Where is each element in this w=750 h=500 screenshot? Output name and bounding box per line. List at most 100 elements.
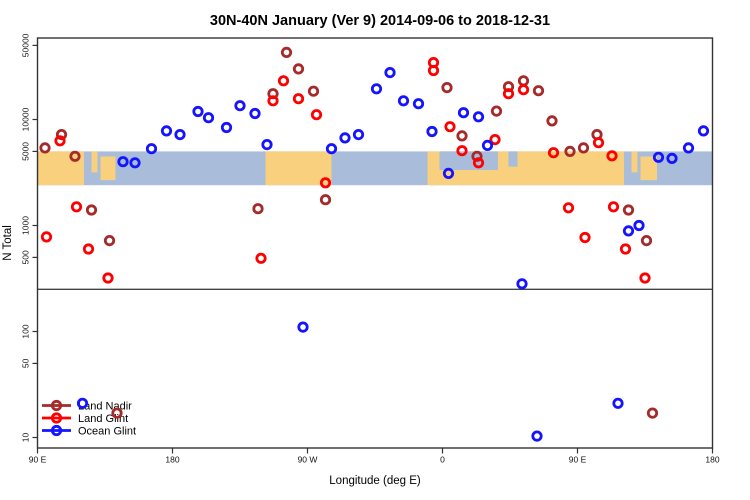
- data-point-ocean-glint: [531, 430, 543, 442]
- data-point-land-nadir: [564, 145, 576, 157]
- chart-title: 30N-40N January (Ver 9) 2014-09-06 to 20…: [210, 13, 550, 29]
- data-point-land-glint: [489, 134, 501, 146]
- y-tick-label: 5000: [21, 142, 31, 161]
- data-point-land-glint: [579, 231, 591, 244]
- data-point-land-glint: [472, 157, 485, 169]
- data-point-ocean-glint: [117, 156, 129, 168]
- map-band-land: [640, 156, 657, 181]
- data-point-ocean-glint: [426, 125, 438, 138]
- data-point-land-nadir: [646, 407, 659, 419]
- data-point-land-glint: [292, 93, 305, 105]
- data-point-land-nadir: [39, 142, 51, 154]
- data-point-land-nadir: [69, 150, 81, 162]
- x-tick-label: 90 W: [298, 455, 318, 465]
- data-point-land-glint: [562, 202, 575, 214]
- data-point-ocean-glint: [249, 107, 261, 120]
- y-tick-label: 500: [21, 250, 31, 264]
- data-point-ocean-glint: [370, 83, 383, 95]
- data-point-ocean-glint: [192, 105, 204, 118]
- data-point-land-glint: [517, 84, 530, 96]
- axis-ticks: 90 E 180 90 W 0 90 E 180 10 50 100 500 1000 5000 100…: [21, 33, 720, 464]
- data-point-ocean-glint: [76, 397, 89, 409]
- data-point-land-nadir: [622, 204, 635, 216]
- data-point-ocean-glint: [472, 111, 485, 123]
- data-point-land-nadir: [252, 203, 264, 215]
- data-point-ocean-glint: [633, 219, 645, 232]
- map-band-land: [100, 156, 116, 181]
- y-tick-label: 10000: [21, 107, 31, 131]
- data-point-land-glint: [444, 121, 456, 133]
- data-point-ocean-glint: [220, 121, 233, 134]
- map-band-land: [91, 151, 98, 173]
- data-point-ocean-glint: [516, 278, 528, 290]
- data-point-ocean-glint: [412, 98, 425, 110]
- data-point-land-nadir: [577, 142, 590, 154]
- data-point-land-glint: [547, 147, 560, 159]
- legend-entry-land-glint: Land Glint: [42, 412, 128, 425]
- map-band-sea-patch: [508, 151, 518, 167]
- legend-entry-ocean-glint: Ocean Glint: [42, 424, 136, 438]
- data-point-land-nadir: [456, 130, 468, 142]
- data-point-land-glint: [82, 243, 95, 255]
- data-point-ocean-glint: [397, 95, 410, 107]
- data-point-land-glint: [255, 252, 267, 264]
- data-point-land-glint: [277, 75, 290, 87]
- data-point-ocean-glint: [202, 112, 215, 124]
- data-point-land-glint: [502, 88, 515, 100]
- data-point-ocean-glint: [145, 143, 158, 155]
- data-point-land-nadir: [532, 85, 545, 97]
- x-tick-label: 0: [440, 455, 445, 465]
- map-band-land: [37, 151, 84, 186]
- data-point-land-nadir: [292, 63, 305, 75]
- data-point-ocean-glint: [697, 125, 710, 137]
- data-point-land-glint: [427, 64, 440, 77]
- data-point-land-nadir: [307, 85, 320, 97]
- data-point-ocean-glint: [174, 129, 186, 141]
- data-point-ocean-glint: [352, 129, 365, 141]
- data-point-ocean-glint: [682, 142, 695, 154]
- legend-label-ocean-glint: Ocean Glint: [78, 426, 136, 438]
- data-point-ocean-glint: [442, 167, 455, 179]
- legend-marker-land-glint: [50, 412, 63, 424]
- x-tick-label: 90 E: [569, 455, 587, 465]
- data-point-land-nadir: [280, 46, 293, 59]
- legend: Land Nadir Land Glint Ocean Glint: [42, 399, 136, 438]
- y-tick-label: 10: [21, 433, 31, 443]
- data-point-ocean-glint: [612, 397, 624, 409]
- data-point-ocean-glint: [129, 157, 141, 169]
- y-tick-label: 50: [21, 358, 31, 368]
- data-point-land-nadir: [546, 115, 558, 127]
- data-point-land-nadir: [319, 194, 332, 206]
- data-point-ocean-glint: [666, 152, 678, 164]
- data-point-land-nadir: [103, 235, 116, 247]
- x-tick-label: 180: [165, 455, 179, 465]
- legend-marker-land-nadir: [50, 399, 63, 412]
- map-band-land: [631, 151, 638, 173]
- data-point-ocean-glint: [160, 125, 173, 137]
- y-tick-label: 1000: [21, 216, 31, 235]
- data-point-ocean-glint: [384, 67, 396, 79]
- data-point-land-glint: [310, 109, 323, 121]
- x-tick-label: 90 E: [29, 455, 47, 465]
- data-point-ocean-glint: [234, 100, 246, 112]
- data-point-land-glint: [102, 272, 114, 284]
- data-point-land-glint: [639, 272, 651, 284]
- y-tick-label: 100: [21, 324, 31, 338]
- data-point-land-nadir: [85, 204, 98, 216]
- data-point-ocean-glint: [457, 107, 470, 119]
- y-axis-label: N Total: [2, 225, 14, 261]
- data-point-land-glint: [592, 137, 605, 149]
- data-point-land-glint: [606, 150, 618, 162]
- plot-border: [36, 37, 714, 449]
- data-point-land-glint: [607, 201, 620, 213]
- data-point-ocean-glint: [325, 143, 338, 155]
- legend-marker-ocean-glint: [50, 424, 63, 437]
- data-point-land-glint: [267, 95, 279, 107]
- data-point-ocean-glint: [261, 139, 273, 151]
- map-band-sea-patch: [439, 151, 498, 170]
- data-point-land-nadir: [471, 150, 483, 162]
- data-points: [39, 46, 710, 442]
